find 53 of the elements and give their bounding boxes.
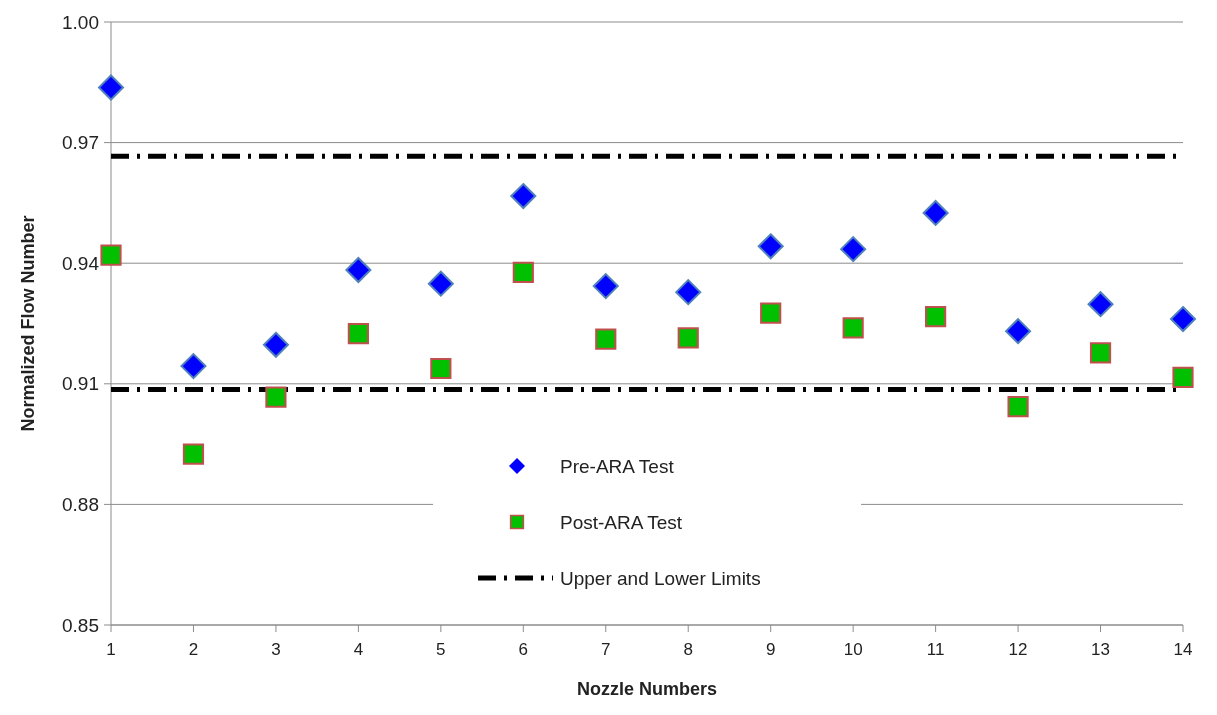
point: [1087, 291, 1114, 318]
y-tick-label: 0.97: [62, 132, 99, 154]
legend-label: Post-ARA Test: [560, 511, 683, 533]
point: [760, 302, 782, 324]
x-tick-label: 7: [601, 640, 611, 659]
x-tick-label: 13: [1091, 640, 1110, 659]
point: [1007, 396, 1029, 418]
point: [182, 443, 205, 465]
y-axis-title: Normalized Flow Number: [18, 215, 38, 432]
y-tick-label: 0.94: [62, 252, 100, 274]
point: [512, 261, 534, 284]
point: [345, 257, 372, 284]
x-tick-label: 6: [518, 640, 529, 659]
point: [677, 327, 699, 349]
point: [592, 273, 619, 300]
point: [1170, 306, 1196, 333]
y-tick-label: 0.91: [62, 373, 99, 395]
legend-label: Pre-ARA Test: [560, 455, 675, 477]
x-tick-label: 12: [1008, 640, 1028, 659]
x-tick-label: 1: [106, 640, 116, 659]
point: [1172, 366, 1194, 388]
point: [262, 331, 289, 358]
point: [922, 199, 949, 226]
point: [427, 270, 454, 297]
legend-label: Upper and Lower Limits: [560, 567, 761, 589]
point: [595, 328, 617, 350]
y-tick-label: 0.88: [62, 494, 99, 516]
x-tick-label: 11: [926, 640, 945, 659]
x-tick-label: 9: [765, 640, 776, 659]
point: [757, 233, 784, 260]
x-axis-title: Nozzle Numbers: [576, 679, 718, 699]
point: [98, 74, 124, 101]
x-tick-label: 10: [843, 640, 863, 659]
point: [265, 386, 287, 408]
x-tick-label: 14: [1173, 640, 1193, 659]
x-tick-label: 5: [436, 640, 446, 659]
point: [840, 236, 867, 263]
point: [1089, 342, 1112, 364]
point: [347, 322, 369, 345]
point: [510, 183, 537, 210]
point: [925, 306, 947, 328]
x-tick-label: 8: [683, 640, 693, 659]
point: [100, 244, 122, 266]
x-tick-label: 2: [188, 640, 199, 659]
point: [1005, 318, 1032, 345]
point: [430, 357, 452, 380]
x-tick-label: 3: [271, 640, 281, 659]
point: [842, 317, 864, 339]
y-tick-label: 0.85: [62, 614, 99, 636]
y-tick-label: 1.00: [62, 11, 99, 33]
point: [180, 353, 207, 380]
point: [675, 279, 702, 306]
x-tick-label: 4: [353, 640, 364, 659]
